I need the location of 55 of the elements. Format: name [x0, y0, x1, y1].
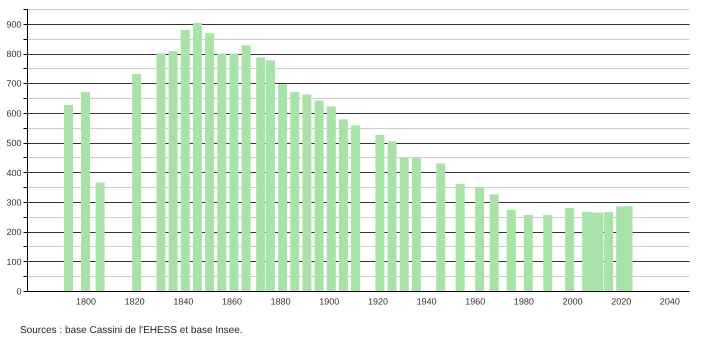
- bar: [217, 54, 226, 291]
- y-tick-label: 900: [6, 19, 22, 30]
- x-tick-label: 1900: [319, 296, 340, 306]
- y-tick-label: 400: [6, 168, 22, 178]
- bar: [81, 92, 90, 291]
- bar: [180, 30, 190, 291]
- y-tick-label: 300: [6, 197, 22, 208]
- y-tick-label: 200: [6, 227, 22, 238]
- bar: [326, 106, 336, 291]
- y-tick-label: 600: [6, 108, 22, 118]
- bar: [192, 22, 202, 291]
- bar: [436, 163, 446, 291]
- x-tick-label: 1940: [416, 296, 437, 306]
- bar: [543, 215, 552, 291]
- bar: [302, 94, 312, 291]
- bar: [314, 100, 324, 291]
- bar: [156, 54, 166, 291]
- x-tick-label: 1820: [124, 296, 145, 306]
- source-note: Sources : base Cassini de l'EHESS et base Insee.: [19, 324, 244, 337]
- bar: [168, 51, 178, 291]
- y-tick-label: 0: [16, 286, 22, 296]
- bar: [229, 54, 238, 291]
- y-tick-label: 700: [6, 78, 22, 89]
- x-tick-label: 2000: [562, 296, 583, 306]
- x-tick-label: 1920: [368, 296, 388, 306]
- bar: [338, 119, 348, 291]
- bar: [388, 141, 397, 291]
- bar: [565, 208, 574, 291]
- bar: [278, 84, 288, 291]
- x-tick-label: 1980: [514, 296, 534, 306]
- y-tick-label: 800: [6, 49, 22, 60]
- bar: [506, 210, 516, 291]
- bar: [242, 46, 251, 291]
- bar: [490, 194, 499, 291]
- x-tick-label: 1800: [76, 296, 96, 306]
- x-tick-label: 1960: [465, 296, 486, 306]
- bar: [290, 92, 300, 291]
- bar: [475, 188, 484, 291]
- bar: [456, 184, 465, 291]
- bar: [375, 134, 384, 291]
- bar: [64, 104, 73, 291]
- x-tick-label: 2040: [660, 296, 680, 306]
- x-tick-label: 2020: [611, 296, 632, 306]
- x-tick-label: 1860: [222, 296, 242, 306]
- x-tick-label: 1880: [270, 296, 291, 306]
- y-tick-label: 500: [6, 138, 22, 148]
- bar: [205, 33, 214, 291]
- y-tick-label: 100: [6, 256, 22, 267]
- bar: [412, 158, 421, 291]
- bar: [524, 215, 533, 291]
- x-tick-label: 1840: [173, 296, 194, 306]
- bar: [96, 182, 105, 291]
- bar: [400, 158, 409, 291]
- bar: [351, 125, 360, 291]
- bar: [132, 74, 142, 291]
